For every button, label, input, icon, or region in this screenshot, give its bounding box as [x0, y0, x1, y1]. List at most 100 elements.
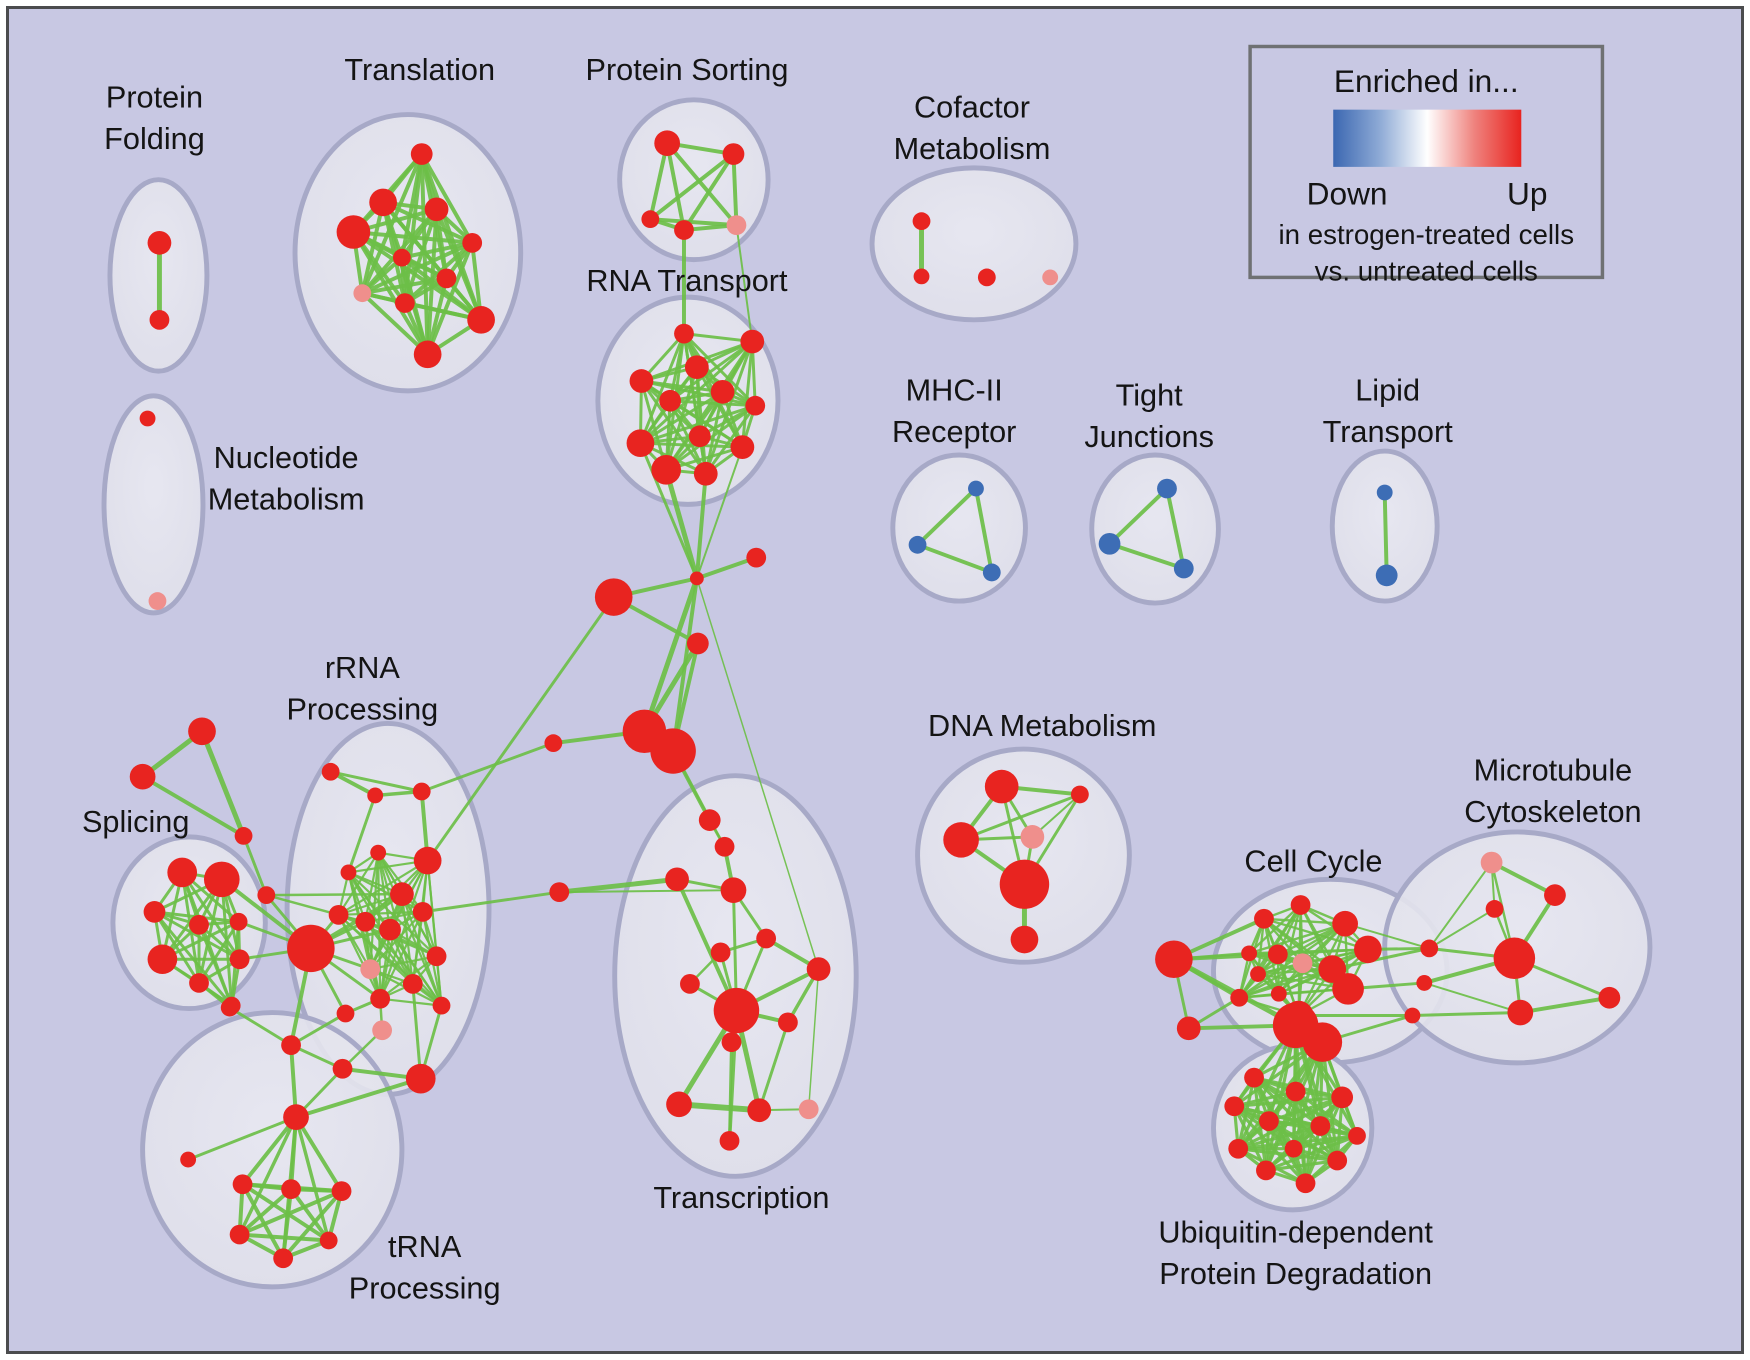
node-tl11	[413, 340, 442, 369]
edge	[694, 471, 708, 581]
legend: Enriched in... Down Up in estrogen-treat…	[1248, 44, 1605, 286]
cluster-label-rrna-processing: rRNA Processing	[286, 651, 438, 726]
node-tn1	[281, 1035, 301, 1055]
edge	[915, 542, 994, 575]
cluster-label-microtubule-cytoskeleton: Microtubule Cytoskeleton	[1464, 754, 1641, 829]
node-tn8	[331, 1181, 352, 1202]
edge	[1262, 917, 1347, 925]
edge	[265, 892, 404, 897]
legend-box	[1248, 44, 1605, 280]
node-mt6	[1598, 986, 1621, 1009]
node-rp7	[390, 882, 414, 906]
edge	[1238, 962, 1304, 999]
node-rp13	[360, 959, 381, 979]
node-tc5	[756, 928, 777, 949]
edge	[1247, 922, 1347, 955]
edge	[1489, 860, 1557, 898]
node-rp2	[367, 787, 384, 804]
node-mt5	[1507, 999, 1534, 1026]
node-dm6	[1010, 925, 1039, 954]
node-tc8	[680, 974, 700, 994]
node-cc15	[1176, 1016, 1201, 1041]
node-cc13	[1270, 985, 1287, 1002]
node-ps1	[654, 130, 681, 157]
cluster-label-mhc-ii-receptor: MHC-II Receptor	[892, 374, 1016, 449]
edge	[420, 741, 555, 793]
node-sp8	[229, 949, 250, 970]
edge	[1238, 967, 1334, 999]
node-tc13	[747, 1098, 772, 1123]
edge	[1330, 946, 1431, 971]
edge	[668, 399, 757, 408]
cluster-labels-layer: Protein Folding Translation Protein Sorting…	[82, 53, 1642, 1306]
node-rp17	[336, 1004, 355, 1023]
node-cc8	[1292, 953, 1313, 974]
node-dm5	[999, 859, 1050, 909]
node-hb2	[650, 728, 696, 774]
node-ps4	[674, 220, 694, 240]
node-rt12	[693, 461, 718, 486]
edge	[329, 770, 424, 793]
cluster-label-nucleotide-metabolism: Nucleotide Metabolism	[208, 441, 365, 516]
node-ub8	[1228, 1138, 1249, 1159]
node-rp16	[370, 988, 391, 1009]
node-pf1	[147, 231, 172, 255]
edge	[638, 404, 757, 445]
node-sp6	[147, 944, 178, 975]
edge	[676, 1101, 763, 1114]
node-nm2	[148, 592, 167, 610]
legend-note-line1: in estrogen-treated cells	[1278, 219, 1574, 250]
edge	[638, 441, 744, 449]
edge	[639, 379, 708, 476]
node-rp12	[287, 924, 335, 973]
edge	[399, 255, 484, 322]
node-ch3	[594, 578, 633, 616]
node-sp1	[167, 857, 198, 888]
edge	[237, 1115, 298, 1237]
node-tj1	[1157, 478, 1177, 499]
cluster-ellipse-nucleotide-metabolism	[101, 393, 206, 616]
edge	[556, 876, 680, 895]
figure-canvas: Protein Folding Translation Protein Sorting…	[6, 6, 1744, 1354]
node-ch1	[746, 547, 767, 568]
edge	[281, 1189, 344, 1261]
cluster-label-protein-sorting: Protein Sorting	[586, 53, 789, 87]
edge	[237, 1189, 344, 1237]
edge	[351, 230, 430, 357]
cluster-label-trna-processing: tRNA Processing	[349, 1230, 501, 1305]
node-cm3	[977, 268, 996, 287]
edge	[377, 851, 443, 1007]
node-rp19	[372, 1020, 393, 1041]
cluster-label-cell-cycle: Cell Cycle	[1244, 844, 1382, 878]
node-ub1	[1244, 1067, 1264, 1088]
edge	[663, 467, 700, 581]
edge	[364, 851, 380, 923]
edge	[242, 834, 268, 897]
edge	[294, 1076, 423, 1120]
node-tn6	[232, 1174, 253, 1195]
cluster-label-tight-junctions: Tight Junctions	[1084, 379, 1214, 454]
edge	[1382, 490, 1389, 578]
node-ub10	[1327, 1150, 1348, 1171]
edge	[704, 390, 725, 476]
cluster-ellipse-tight-junctions	[1089, 452, 1221, 606]
edge	[240, 1115, 298, 1187]
edge	[337, 910, 424, 916]
edge	[1428, 907, 1496, 950]
edge	[265, 893, 340, 917]
legend-note-line2: vs. untreated cells	[1315, 255, 1538, 286]
cluster-label-rna-transport: RNA Transport	[586, 264, 788, 298]
node-tc15	[719, 1130, 740, 1151]
node-tc4	[720, 877, 747, 904]
node-tl4	[336, 215, 371, 249]
node-ub2	[1285, 1081, 1306, 1102]
node-ub5	[1259, 1111, 1279, 1131]
node-tri2	[129, 763, 156, 790]
node-rt7	[745, 395, 766, 416]
edge	[638, 441, 699, 580]
edge	[639, 379, 757, 408]
node-mt3	[1485, 900, 1504, 918]
node-mt2	[1544, 884, 1566, 906]
edge	[1232, 1095, 1344, 1108]
edge	[228, 1006, 293, 1047]
